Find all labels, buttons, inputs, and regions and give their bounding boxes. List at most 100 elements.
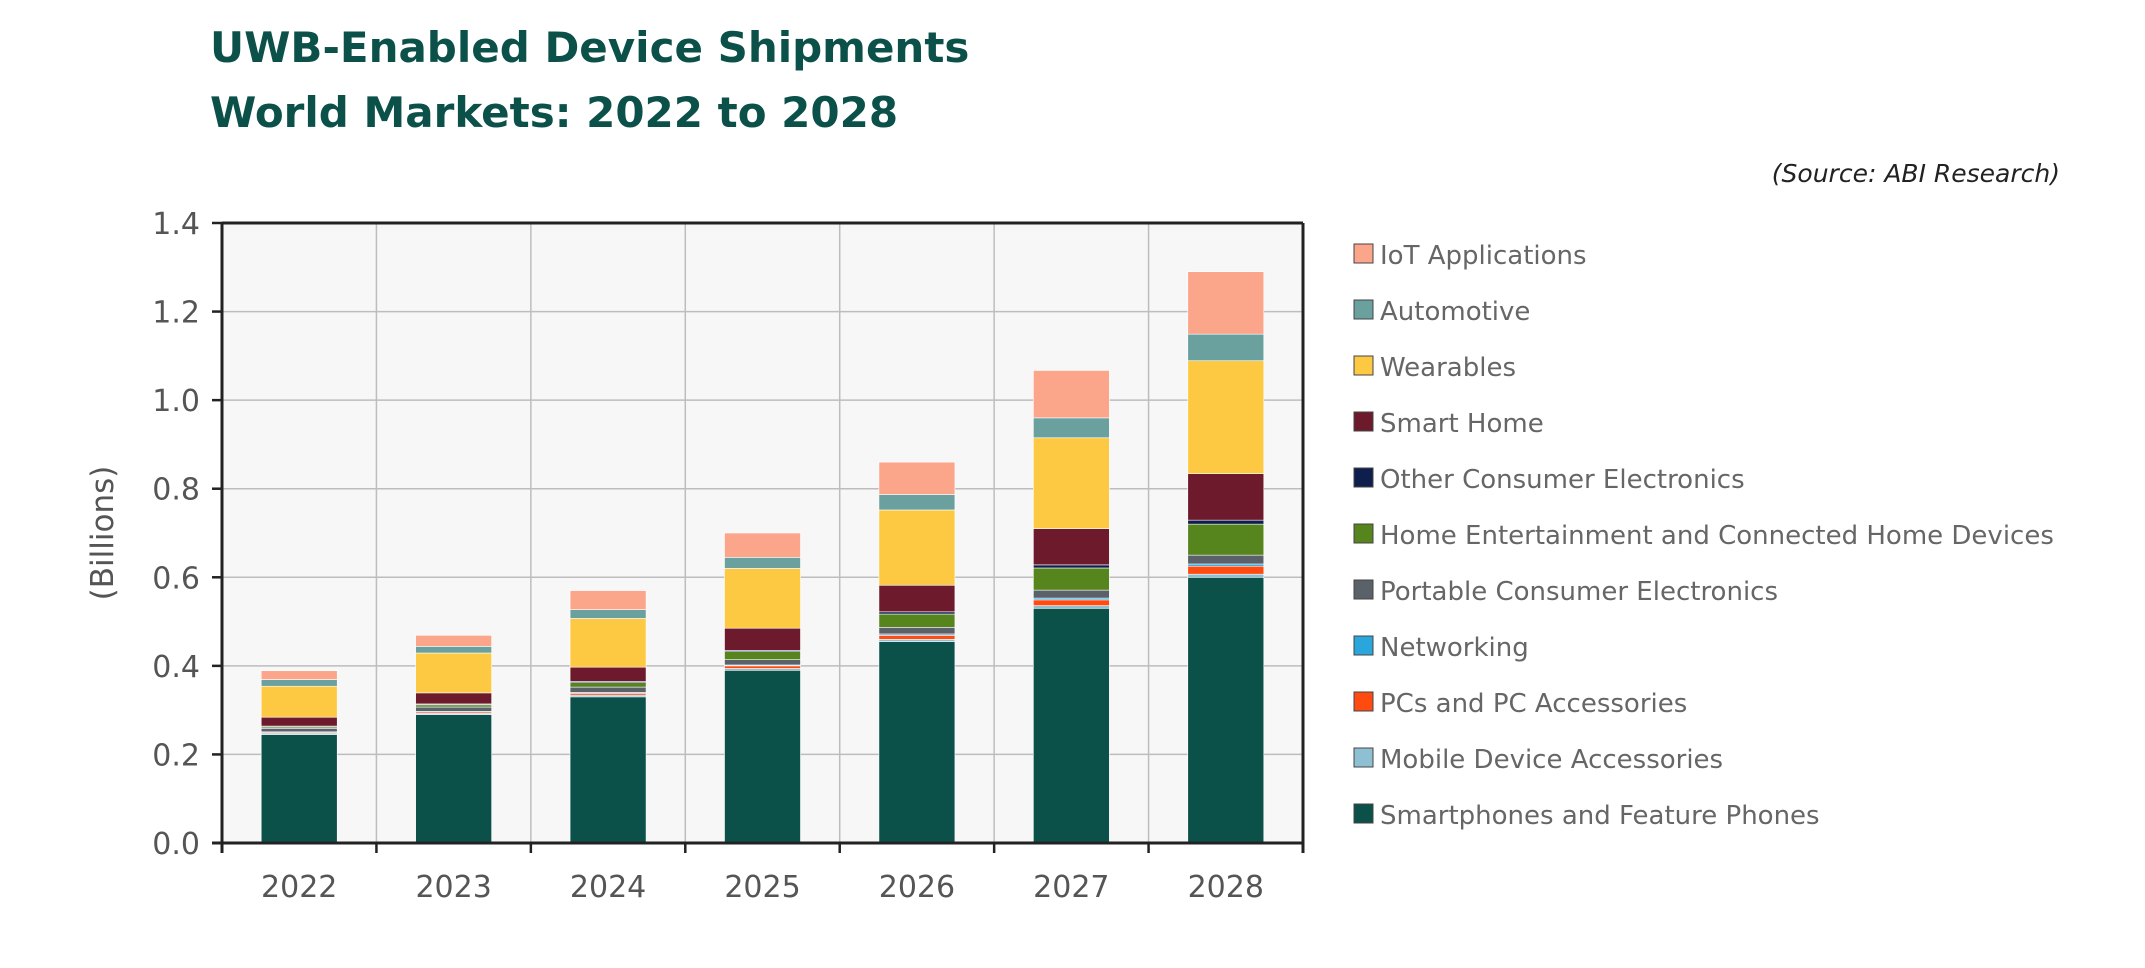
- bar-segment: [260, 679, 338, 687]
- chart-title-line1: UWB-Enabled Device Shipments: [210, 23, 970, 72]
- legend-swatch: [1353, 579, 1374, 600]
- bar-segment: [415, 704, 492, 708]
- bar-segment: [1187, 554, 1265, 565]
- bar-segment: [878, 638, 956, 642]
- bar-segment: [569, 609, 647, 619]
- bar-segment: [1187, 519, 1265, 525]
- bar-segment: [1033, 605, 1110, 609]
- bar-segment: [878, 634, 956, 640]
- bar-segment: [878, 641, 956, 844]
- x-tick-label: 2025: [724, 870, 800, 905]
- bar-segment: [1187, 563, 1265, 567]
- bar-segment: [878, 613, 956, 628]
- y-tick-label: 1.0: [152, 384, 200, 419]
- legend: IoT Applications Automotive Wearables Smart…: [1353, 241, 2054, 831]
- chart-title-line2: World Markets: 2022 to 2028: [210, 88, 899, 137]
- axes: [212, 221, 1305, 853]
- y-tick-label: 1.4: [152, 207, 200, 242]
- legend-swatch: [1353, 299, 1374, 320]
- legend-swatch: [1353, 355, 1374, 376]
- legend-label: Home Entertainment and Connected Home De…: [1380, 521, 2054, 551]
- bar-segment: [1033, 528, 1110, 566]
- bar-segment: [1033, 567, 1110, 591]
- legend-swatch: [1353, 691, 1374, 712]
- x-tick-labels: 2022 2023 2024 2025 2026 2027 2028: [261, 870, 1264, 905]
- bar-segment: [1033, 417, 1110, 439]
- bar-segment: [1187, 576, 1265, 844]
- bar-segment: [260, 734, 338, 844]
- legend-swatch: [1353, 523, 1374, 544]
- bar-segment: [724, 557, 801, 569]
- legend-swatch: [1353, 803, 1374, 824]
- bar-segment: [724, 568, 801, 629]
- bar-segment: [1187, 573, 1265, 578]
- bar-segment: [724, 651, 801, 660]
- bar-segment: [1033, 599, 1110, 606]
- bar-segment: [260, 716, 338, 727]
- bar-segment: [569, 590, 647, 610]
- x-tick-label: 2023: [415, 870, 491, 905]
- bar-segment: [1187, 271, 1265, 335]
- legend-label: Automotive: [1380, 297, 1530, 327]
- bar-segment: [260, 727, 338, 733]
- y-tick-label: 0.0: [152, 827, 200, 862]
- bar-segment: [1033, 437, 1110, 529]
- bar-segment: [1033, 370, 1110, 419]
- bar-segment: [1033, 564, 1110, 569]
- bar-segment: [415, 646, 492, 654]
- bar-segment: [724, 627, 801, 651]
- legend-swatch: [1353, 635, 1374, 656]
- bar-segment: [260, 685, 338, 718]
- legend-label: Smartphones and Feature Phones: [1380, 801, 1820, 831]
- x-tick-label: 2027: [1033, 870, 1109, 905]
- bar-segment: [878, 611, 956, 615]
- legend-label: Smart Home: [1380, 409, 1544, 439]
- x-tick-label: 2028: [1188, 870, 1264, 905]
- legend-label: Wearables: [1380, 353, 1516, 383]
- bar-segment: [724, 532, 801, 558]
- bar-segment: [569, 696, 647, 844]
- bar-segment: [724, 669, 801, 844]
- bar-segment: [415, 652, 492, 694]
- legend-swatch: [1353, 467, 1374, 488]
- legend-label: Mobile Device Accessories: [1380, 745, 1723, 775]
- bar-segment: [878, 584, 956, 613]
- x-tick-label: 2024: [570, 870, 646, 905]
- bar-segment: [569, 682, 647, 688]
- legend-label: Portable Consumer Electronics: [1380, 577, 1778, 607]
- bar-segment: [415, 634, 492, 647]
- source-note: (Source: ABI Research): [1771, 159, 2060, 188]
- bar-segment: [878, 461, 956, 495]
- bar-segment: [1187, 565, 1265, 575]
- bar-segment: [1187, 333, 1265, 362]
- y-axis-label: (Billions): [85, 466, 121, 601]
- bar-segment: [415, 714, 492, 844]
- legend-swatch: [1353, 411, 1374, 432]
- y-tick-label: 0.2: [152, 738, 200, 773]
- bar-segment: [569, 666, 647, 682]
- bar-segment: [415, 706, 492, 712]
- bar-segment: [1187, 360, 1265, 474]
- bar-segment: [878, 627, 956, 635]
- bar-segment: [1187, 523, 1265, 556]
- bar-segment: [1033, 607, 1110, 844]
- bar-segment: [1187, 473, 1265, 521]
- y-tick-label: 1.2: [152, 296, 200, 331]
- bar-segment: [878, 494, 956, 511]
- y-tick-labels: 0.0 0.2 0.4 0.6 0.8 1.0 1.2 1.4: [152, 207, 200, 862]
- bar-segment: [724, 665, 801, 669]
- bar-segment: [724, 659, 801, 666]
- y-tick-label: 0.8: [152, 473, 200, 508]
- legend-label: IoT Applications: [1380, 241, 1587, 271]
- bar-segment: [260, 670, 338, 680]
- y-tick-label: 0.4: [152, 650, 200, 685]
- bars-group: [260, 271, 1265, 844]
- legend-label: Other Consumer Electronics: [1380, 465, 1745, 495]
- bar-segment: [415, 692, 492, 705]
- legend-label: PCs and PC Accessories: [1380, 689, 1687, 719]
- bar-segment: [569, 686, 647, 693]
- bar-segment: [878, 509, 956, 586]
- legend-label: Networking: [1380, 633, 1529, 663]
- legend-swatch: [1353, 747, 1374, 768]
